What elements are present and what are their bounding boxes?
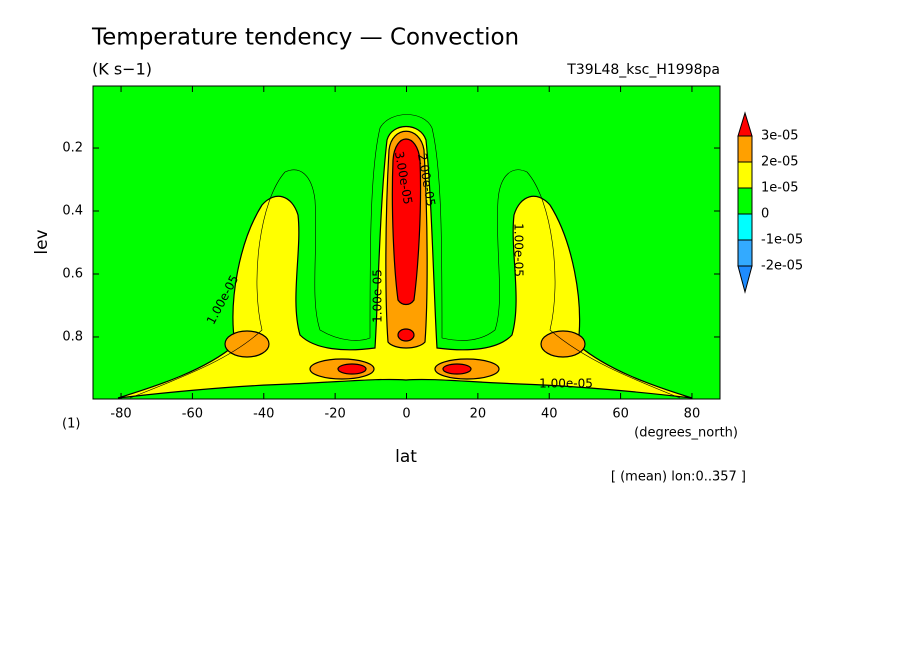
colorbar-bin <box>737 239 753 267</box>
x-tick-label: -20 <box>325 407 346 422</box>
colorbar-label: 2e-05 <box>761 155 799 170</box>
y-axis-label: lev <box>32 229 52 254</box>
contour-line <box>129 114 681 399</box>
note: [ (mean) lon:0..357 ] <box>611 470 746 485</box>
run-label: T39L48_ksc_H1998pa <box>566 62 720 78</box>
colorbar-bin <box>737 187 753 215</box>
y-tick-label: 0.4 <box>62 204 83 219</box>
colorbar-label: -1e-05 <box>761 233 803 248</box>
x-tick-label: 0 <box>402 407 410 422</box>
colorbar-label: -2e-05 <box>761 259 803 274</box>
contour-region <box>337 363 367 375</box>
x-axis-unit: (degrees_north) <box>634 426 738 441</box>
colorbar-extend <box>737 265 753 294</box>
colorbar-bin <box>737 213 753 241</box>
x-tick-label: -40 <box>253 407 274 422</box>
x-tick-label: 20 <box>470 407 487 422</box>
x-tick-label: -60 <box>182 407 203 422</box>
contour-label: 1.00e-05 <box>539 377 593 391</box>
contour-region <box>442 363 472 375</box>
contour-region <box>391 138 422 306</box>
x-tick-label: -80 <box>110 407 131 422</box>
y-tick-label: 0.6 <box>62 266 83 281</box>
x-tick-label: 60 <box>612 407 629 422</box>
chart-subtitle: (K s−1) <box>92 60 152 79</box>
colorbar-label: 0 <box>761 207 769 222</box>
x-tick-label: 40 <box>541 407 558 422</box>
contour-region <box>540 330 586 358</box>
x-axis-label: lat <box>395 447 417 467</box>
plot-area <box>92 85 721 400</box>
contour-region <box>224 330 270 358</box>
colorbar-bin <box>737 135 753 163</box>
contour-region <box>397 328 415 342</box>
chart-title: Temperature tendency — Convection <box>91 25 519 51</box>
y-tick-label: 0.8 <box>62 329 83 344</box>
contour-label: 1.00e-05 <box>512 223 526 277</box>
y-tick-label: 0.2 <box>62 141 83 156</box>
colorbar-label: 3e-05 <box>761 129 799 144</box>
contour-label: 1.00e-05 <box>371 269 385 323</box>
y-axis-unit: (1) <box>62 417 80 432</box>
x-tick-label: 80 <box>684 407 701 422</box>
colorbar-bin <box>737 161 753 189</box>
colorbar-label: 1e-05 <box>761 181 799 196</box>
